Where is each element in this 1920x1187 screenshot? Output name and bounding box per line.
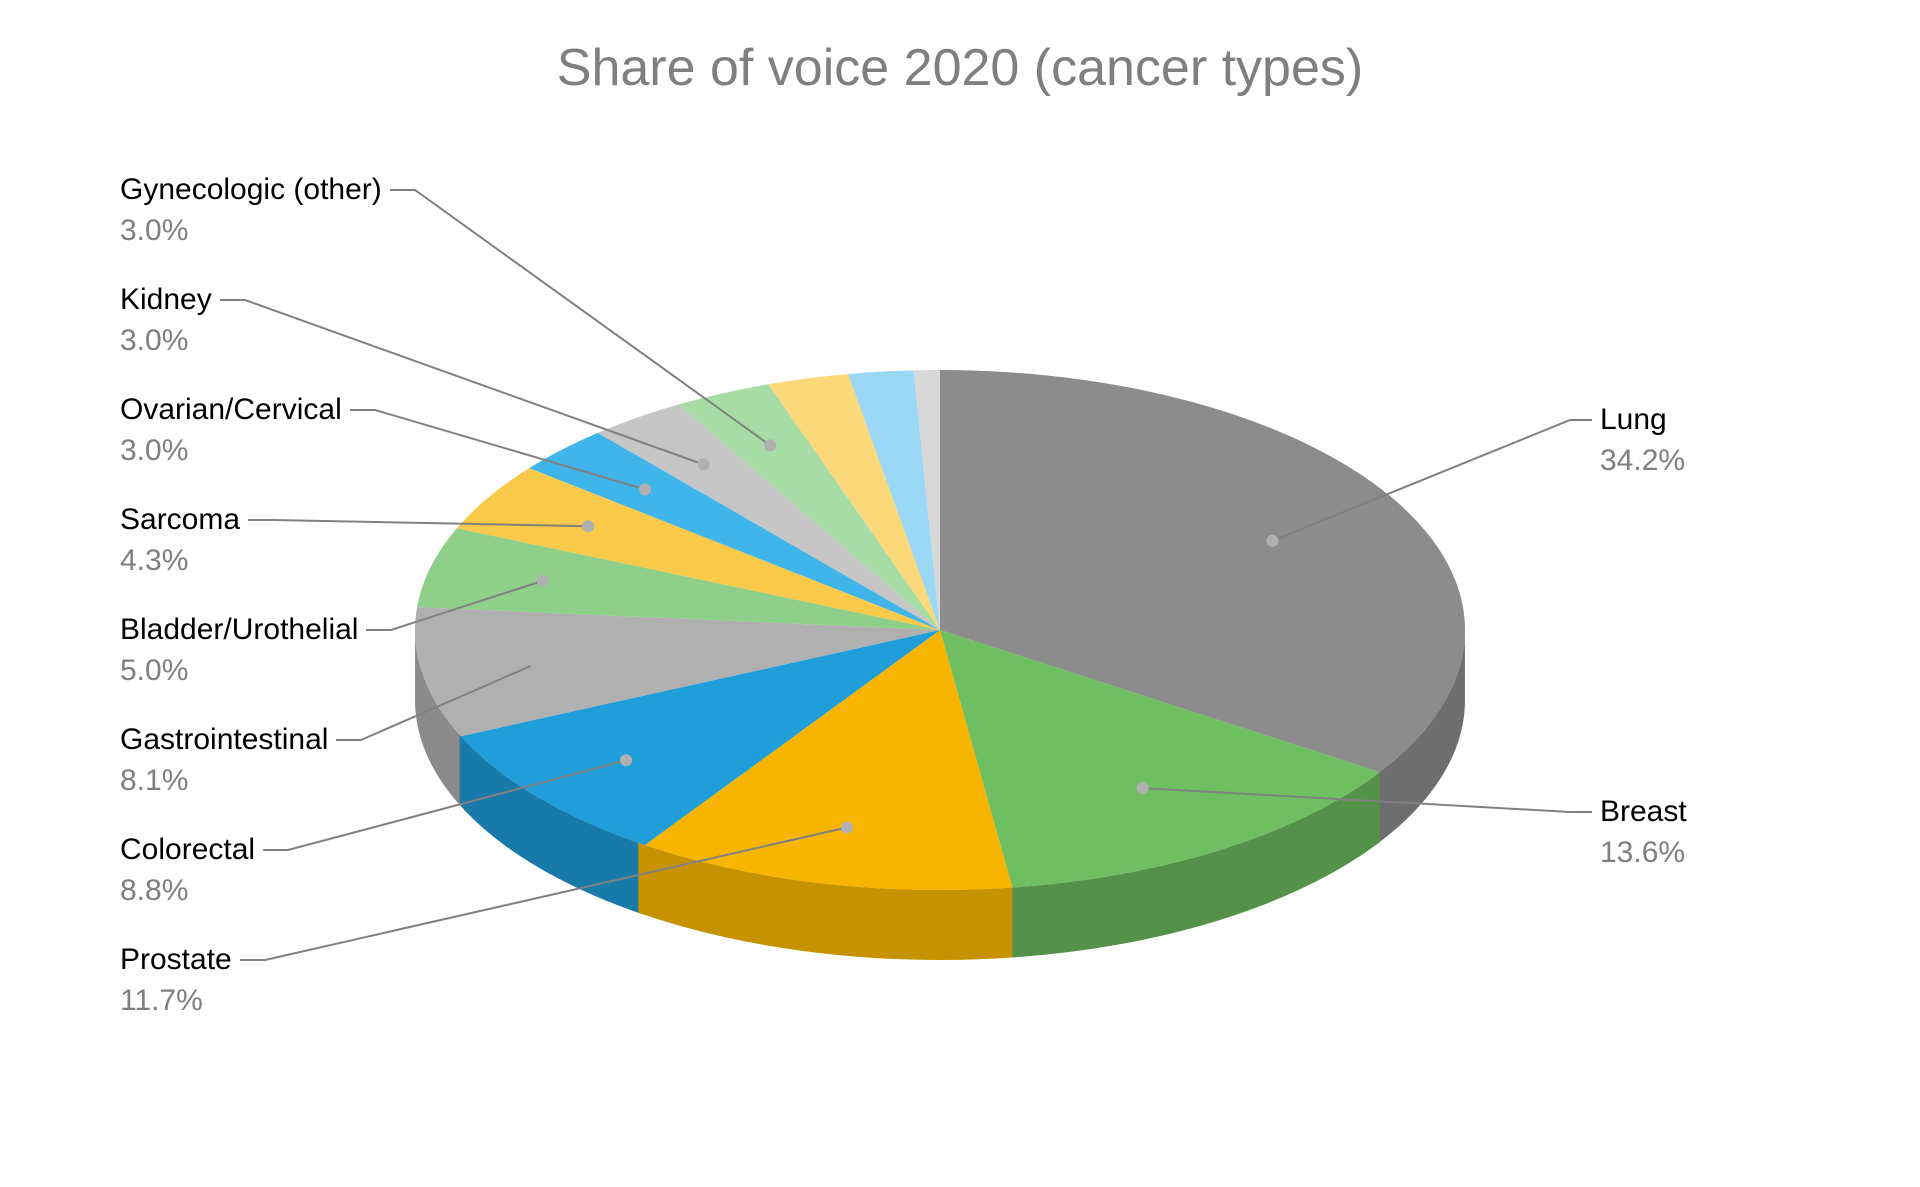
slice-label-name: Ovarian/Cervical [120,390,342,431]
leader-dot [697,458,709,470]
leader-dot [764,439,776,451]
slice-label-name: Bladder/Urothelial [120,610,358,651]
slice-label-pct: 4.3% [120,541,240,582]
slice-label-name: Gynecologic (other) [120,170,382,211]
slice-label-pct: 3.0% [120,321,212,362]
slice-label: Gastrointestinal8.1% [120,720,328,801]
slice-label-name: Lung [1600,400,1685,441]
slice-label: Ovarian/Cervical3.0% [120,390,342,471]
slice-label-pct: 11.7% [120,981,232,1022]
slice-label-name: Gastrointestinal [120,720,328,761]
leader-dot [841,821,853,833]
slice-label-name: Prostate [120,940,232,981]
slice-label-name: Breast [1600,792,1687,833]
slice-label-pct: 8.8% [120,871,255,912]
leader-dot [530,658,542,670]
slice-label-pct: 3.0% [120,211,382,252]
slice-label: Bladder/Urothelial5.0% [120,610,358,691]
slice-label-name: Sarcoma [120,500,240,541]
slice-label: Gynecologic (other)3.0% [120,170,382,251]
slice-label: Lung34.2% [1600,400,1685,481]
slice-label-pct: 8.1% [120,761,328,802]
slice-label-pct: 13.6% [1600,833,1687,874]
leader-dot [639,483,651,495]
slice-label-pct: 3.0% [120,431,342,472]
slice-label-pct: 34.2% [1600,441,1685,482]
slice-label-pct: 5.0% [120,651,358,692]
slice-label-name: Kidney [120,280,212,321]
slice-label: Kidney3.0% [120,280,212,361]
slice-label: Prostate11.7% [120,940,232,1021]
leader-dot [582,520,594,532]
slice-label-name: Colorectal [120,830,255,871]
leader-dot [1266,535,1278,547]
leader-dot [620,754,632,766]
slice-label: Sarcoma4.3% [120,500,240,581]
leader-dot [1137,782,1149,794]
slice-label: Colorectal8.8% [120,830,255,911]
leader-dot [537,575,549,587]
slice-label: Breast13.6% [1600,792,1687,873]
